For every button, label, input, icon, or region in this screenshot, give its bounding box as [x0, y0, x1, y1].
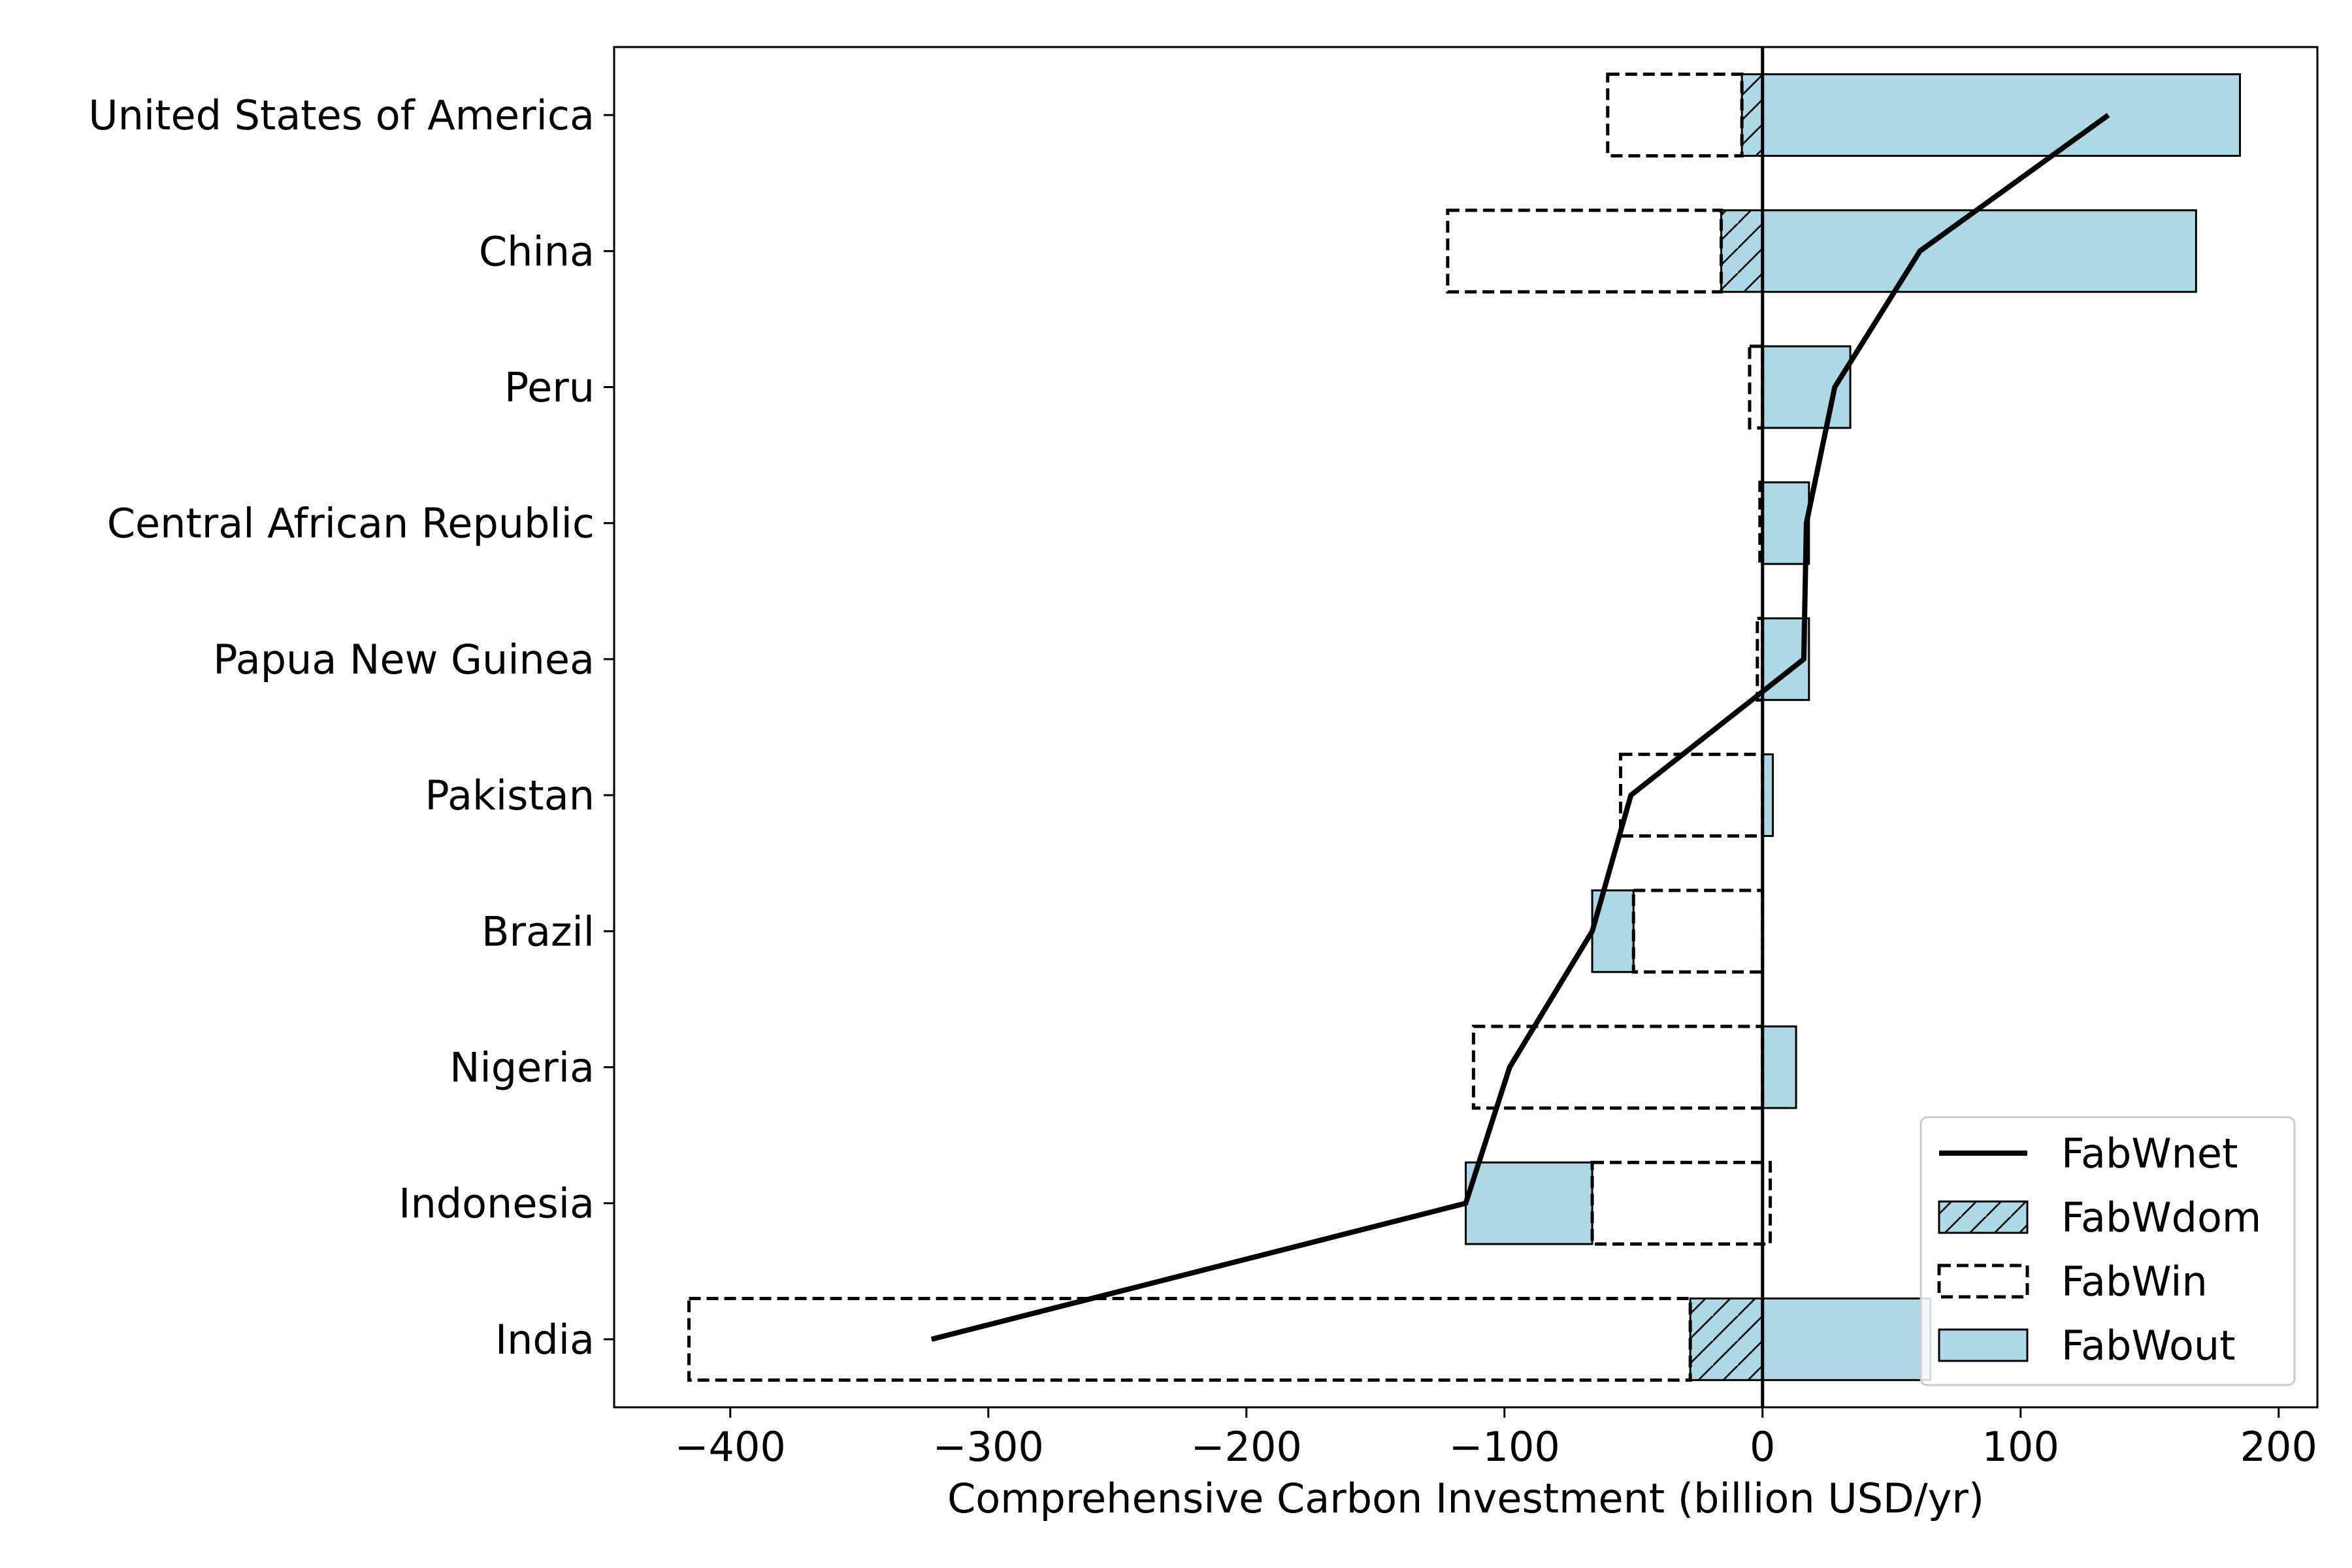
fabwdom-bar-china — [1720, 209, 1764, 293]
fabwin-bar-nigeria — [1471, 1024, 1765, 1110]
fabwout-bar-nigeria — [1761, 1025, 1797, 1109]
x-tick-label: −300 — [933, 1423, 1044, 1471]
legend-box — [1919, 1116, 2296, 1386]
fabwout-bar-india — [1761, 1297, 1931, 1381]
y-tick-label-china: China — [479, 227, 595, 275]
x-tick-label: −400 — [675, 1423, 786, 1471]
x-tick-label: 0 — [1750, 1423, 1775, 1471]
fabwin-bar-india — [687, 1296, 1692, 1382]
fabwout-bar-china — [1761, 209, 2197, 293]
legend-swatch-fabwin — [1937, 1264, 2029, 1299]
fabwout-bar-indonesia — [1465, 1161, 1593, 1245]
net-line-layer — [930, 112, 2110, 1342]
y-tick-label-india: India — [495, 1316, 595, 1364]
x-axis-title: Comprehensive Carbon Investment (billion… — [947, 1475, 1984, 1522]
fabwin-bar-indonesia — [1590, 1160, 1772, 1246]
x-tick-label: 200 — [2240, 1423, 2317, 1471]
legend-label-fabwout: FabWout — [2061, 1322, 2236, 1369]
fabwout-bar-central-african-republic — [1761, 481, 1810, 565]
fabwin-bar-united-states-of-america — [1606, 73, 1744, 158]
plot-frame — [613, 46, 2319, 1409]
y-tick-label-brazil: Brazil — [482, 907, 595, 955]
axes-layer: −400 −300 −200 −100 0 100 200 United States of … — [88, 46, 2319, 1471]
fabwdom-bar-india — [1689, 1297, 1764, 1381]
fabwout-bar-united-states-of-america — [1761, 73, 2241, 157]
legend-label-fabwin: FabWin — [2061, 1258, 2208, 1305]
legend-swatch-fabwdom — [1938, 1200, 2029, 1234]
legend-label-fabwdom: FabWdom — [2061, 1194, 2261, 1241]
x-tick-label: 100 — [1982, 1423, 2059, 1471]
y-tick-label-central-african-republic: Central African Republic — [107, 500, 595, 547]
y-tick-label-united-states-of-america: United States of America — [88, 91, 595, 139]
legend: FabWnet FabWdom FabWin FabWout — [1919, 1116, 2296, 1386]
fabwnet-line — [930, 112, 2110, 1342]
legend-label-fabwnet: FabWnet — [2061, 1130, 2238, 1177]
x-tick-label: −200 — [1191, 1423, 1302, 1471]
bars-layer — [687, 47, 2241, 1407]
legend-swatch-fabwout — [1938, 1328, 2029, 1362]
y-tick-label-nigeria: Nigeria — [449, 1044, 595, 1092]
y-tick-label-peru: Peru — [504, 364, 595, 412]
fabwdom-bar-united-states-of-america — [1740, 73, 1764, 157]
x-tick-label: −100 — [1449, 1423, 1560, 1471]
y-tick-label-pakistan: Pakistan — [425, 772, 595, 819]
y-tick-label-papua-new-guinea: Papua New Guinea — [213, 636, 595, 683]
y-tick-label-indonesia: Indonesia — [399, 1180, 595, 1228]
